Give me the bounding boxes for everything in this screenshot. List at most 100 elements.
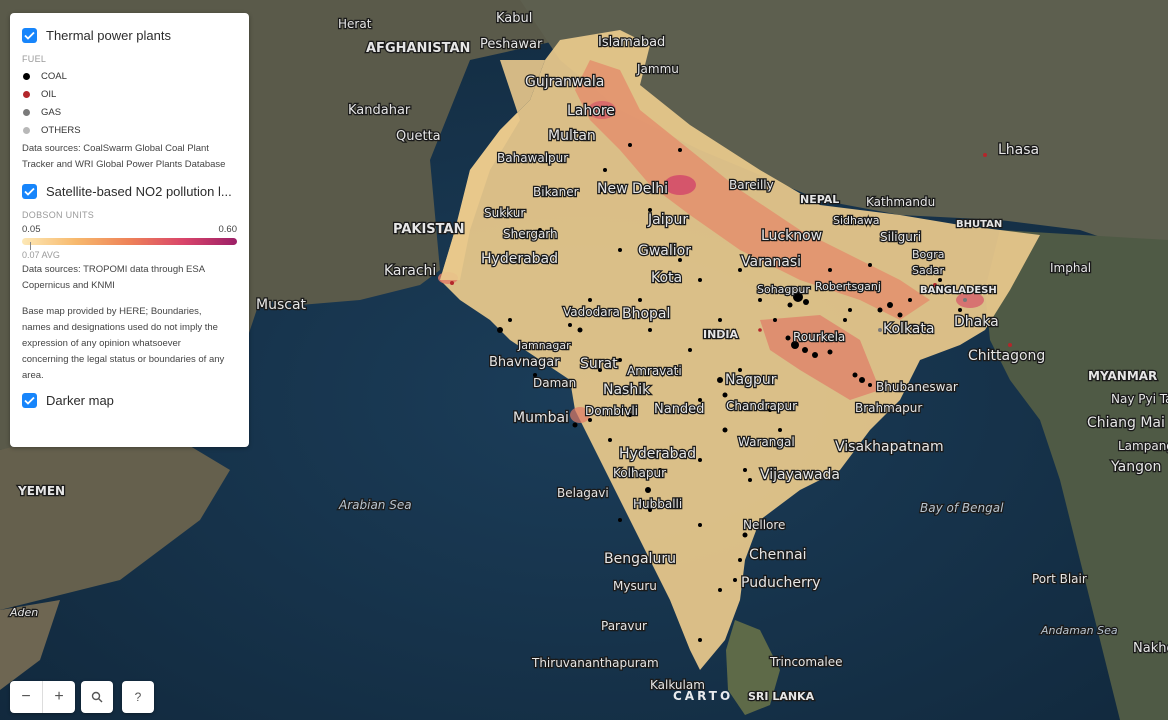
label-city: Daman [533,376,576,390]
label-city: Lhasa [998,142,1039,158]
map-labels: AFGHANISTAN PAKISTAN NEPAL BHUTAN INDIA … [8,10,1168,705]
label-city: Islamabad [598,35,665,50]
label-city: Kabul [496,11,532,26]
label-city: Robertsganj [815,280,881,293]
layer-title: Thermal power plants [46,27,171,43]
label-water: Andaman Sea [1040,624,1118,637]
label-city: Dombivli [585,404,638,418]
label-city: Aden [9,606,38,619]
label-city: Dhaka [954,314,999,330]
help-button[interactable]: ? [134,690,142,704]
disclaimer-line: area. [22,370,44,381]
label-city: Jamnagar [517,339,571,352]
label-city: Bengaluru [604,551,676,567]
no2-legend-title: DOBSON UNITS [22,210,95,220]
label-country: AFGHANISTAN [366,41,470,56]
no2-pakistan-band [440,60,545,280]
no2-hotspot-lahore [588,101,616,119]
label-city: Mysuru [613,579,657,593]
no2-base-layer [440,30,1040,670]
oil-plants [450,153,1012,347]
label-city: Herat [338,17,372,31]
label-city: Nashik [603,382,651,398]
coal-plants [497,143,962,642]
label-country: NEPAL [800,193,839,206]
label-city: Kalkulam [650,678,705,692]
basemap-disclaimer: Base map provided by HERE; Boundaries, n… [22,304,237,384]
land-sri-lanka [726,620,780,715]
label-city: Trincomalee [769,655,843,669]
divider [42,681,43,713]
disclaimer-line: names and designations used do not imply… [22,322,218,333]
label-city: Visakhapatnam [835,439,944,455]
label-city: Brahmapur [855,401,922,415]
label-city: Vijayawada [760,467,840,483]
source-line: Copernicus and KNMI [22,280,115,291]
disclaimer-line: concerning the legal status or boundarie… [22,354,225,365]
layer-toggle-no2[interactable]: Satellite-based NO2 pollution l... [22,179,237,203]
legend-item-oil: OIL [22,85,237,103]
label-city: Nanded [654,402,704,417]
zoom-out-button[interactable]: − [21,688,31,705]
disclaimer-line: expression of any opinion whatsoever [22,338,181,349]
label-city: Jammu [636,62,679,76]
no2-average: 0.07 AVG [22,242,237,260]
zoom-in-button[interactable]: + [54,688,64,705]
label-city: Warangal [738,435,795,449]
layer-toggle-darker-map[interactable]: Darker map [22,388,237,412]
label-city: Bikaner [533,185,579,199]
label-city: Lahore [567,103,615,119]
land-somalia [0,600,60,690]
avg-marker [30,242,31,250]
label-city: Hubballi [633,497,682,511]
label-city: Mumbai [513,410,569,426]
label-city: Siliguri [880,230,921,244]
layer-toggle-thermal-plants[interactable]: Thermal power plants [22,23,237,47]
label-city: Nay Pyi Taw [1111,392,1168,406]
checkbox-checked-icon[interactable] [22,27,37,43]
label-country: PAKISTAN [393,222,464,237]
legend-item-gas: GAS [22,103,237,121]
zoom-control: − + [10,681,75,713]
label-city: Gujranwala [525,74,604,90]
label-water: Bay of Bengal [920,501,1004,515]
search-icon [91,691,103,703]
label-city: Bareilly [729,178,774,192]
label-city: New Delhi [597,181,668,197]
layer-title: Satellite-based NO2 pollution l... [46,183,232,199]
label-city: Belagavi [557,486,609,500]
checkbox-checked-icon[interactable] [22,183,37,199]
label-city: Rourkela [793,330,845,344]
source-line: Tracker and WRI Global Power Plants Data… [22,159,226,170]
no2-hotspot-dhaka [956,292,984,308]
carto-attribution[interactable]: CARTO [673,689,734,703]
label-city: Peshawar [480,37,543,52]
no2-min: 0.05 [22,224,41,235]
label-city: Port Blair [1032,572,1087,586]
label-city: Nagpur [725,372,777,388]
label-city: Jaipur [647,212,688,228]
label-city: Bhubaneswar [876,380,958,394]
label-city: Sidhawa [833,214,879,227]
label-country: BHUTAN [956,219,1002,230]
label-city: Thiruvananthapuram [531,656,659,670]
gas-dot-icon [23,108,30,116]
avg-label: 0.07 AVG [22,250,60,260]
label-city: Lampang [1118,439,1168,453]
others-dot-icon [23,126,30,134]
no2-hotspot-delhi [664,175,696,195]
label-city: Varanasi [741,254,801,270]
label-country: YEMEN [17,484,65,498]
search-button[interactable] [81,681,113,713]
legend-item-others: OTHERS [22,121,237,139]
label-city: Nakhon Thammarat [1133,641,1168,656]
label-city: Yangon [1110,459,1161,475]
label-city: Chittagong [968,348,1045,364]
fuel-legend-title: FUEL [22,54,47,64]
label-city: Kota [651,270,682,286]
legend-label: OIL [41,88,57,100]
checkbox-checked-icon[interactable] [22,392,37,408]
legend-label: GAS [41,106,62,118]
plants-data-source: Data sources: CoalSwarm Global Coal Plan… [22,141,237,173]
